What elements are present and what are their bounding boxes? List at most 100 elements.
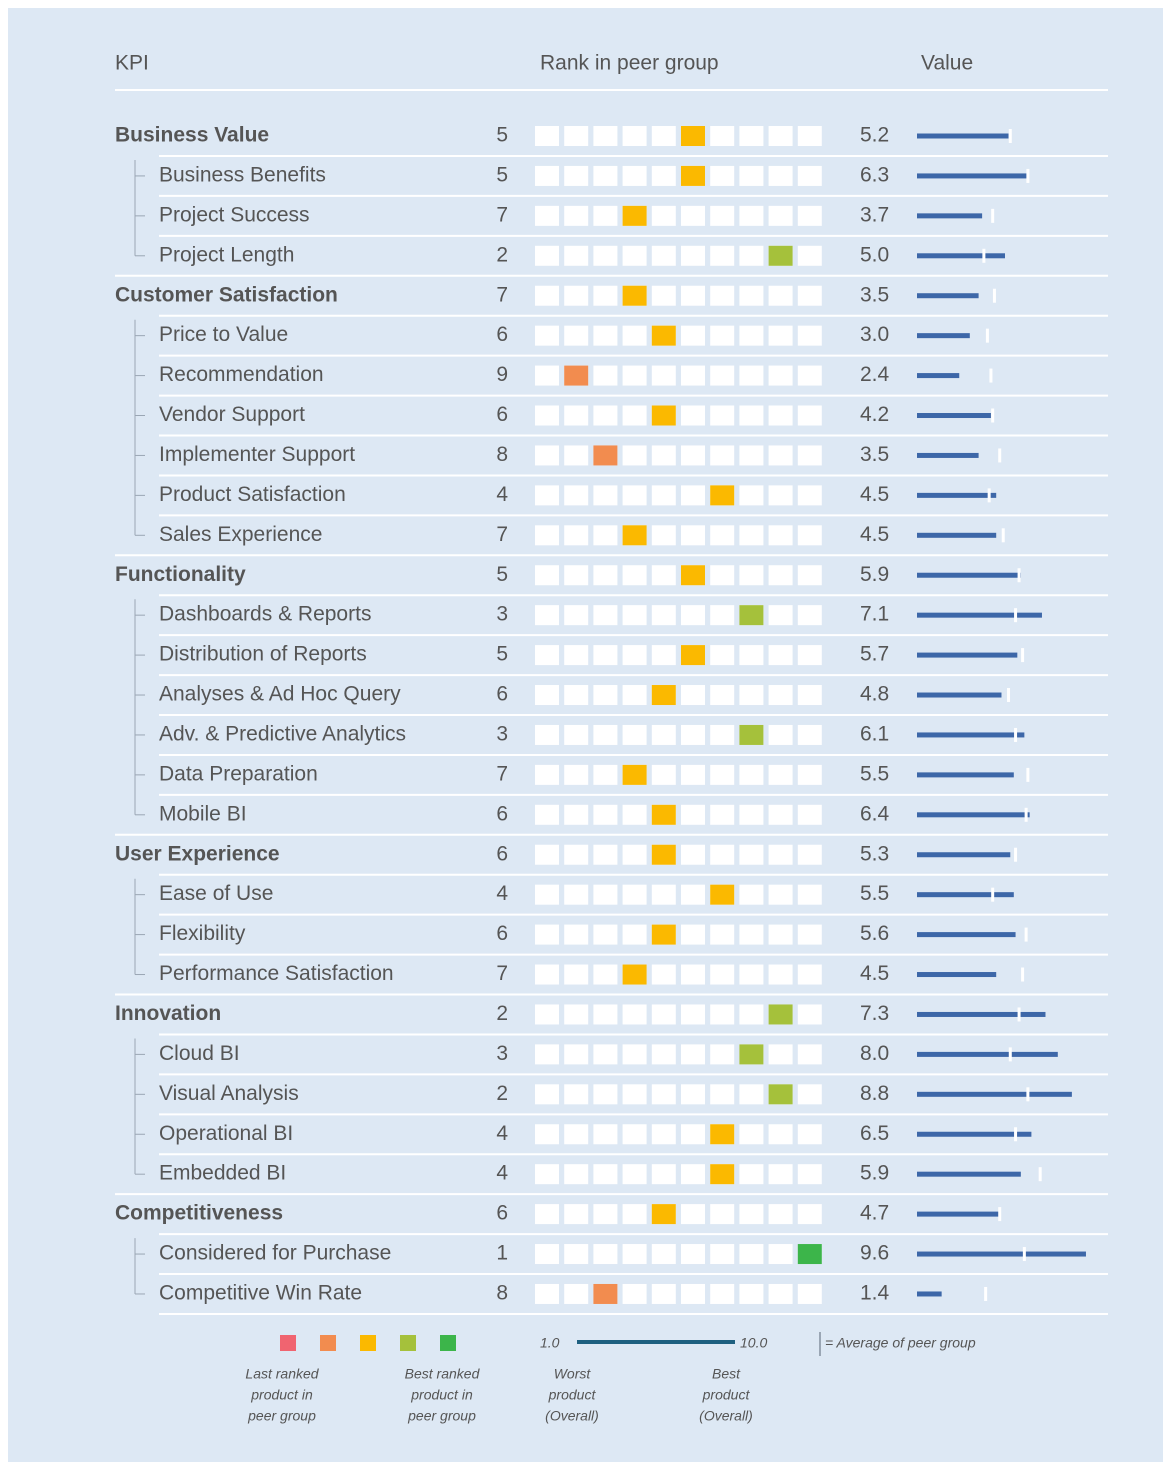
kpi-label: Adv. & Predictive Analytics <box>159 722 406 745</box>
value-bar <box>917 572 1021 578</box>
value-bar <box>917 253 1005 259</box>
rank-slot <box>797 1124 822 1145</box>
rank-slot <box>681 1004 705 1025</box>
rank-slot <box>739 445 764 466</box>
rank-slot <box>797 1164 822 1185</box>
legend-caption: (Overall) <box>545 1408 599 1424</box>
rank-slot <box>710 1204 735 1225</box>
rank-slot <box>564 126 589 146</box>
rank-slot <box>681 205 705 226</box>
value-bar <box>917 972 997 978</box>
rank-slot <box>564 485 589 506</box>
rank-mark <box>622 285 647 306</box>
legend-caption: (Overall) <box>699 1408 753 1424</box>
rank-slot <box>651 724 676 745</box>
value-label: 9.6 <box>860 1242 889 1265</box>
rank-slot <box>535 205 559 226</box>
rank-slot <box>593 884 618 905</box>
value-bar <box>917 732 1025 738</box>
rank-slot <box>768 1124 793 1145</box>
kpi-label: Price to Value <box>159 323 288 346</box>
rank-mark <box>593 445 618 466</box>
rank-slot <box>710 565 735 586</box>
rank-slot <box>797 844 822 865</box>
rank-mark <box>681 645 705 666</box>
rank-slot <box>739 1204 764 1225</box>
rank-number: 9 <box>496 363 508 386</box>
rank-slot <box>651 1164 676 1185</box>
rank-slot <box>593 365 618 386</box>
rank-slot <box>768 724 793 745</box>
rank-number: 5 <box>496 163 508 186</box>
rank-slot <box>797 884 822 905</box>
rank-slot <box>739 1164 764 1185</box>
rank-slot <box>535 884 559 905</box>
rank-slot <box>710 1044 735 1065</box>
rank-slot <box>797 1004 822 1025</box>
rank-slot <box>768 525 793 546</box>
rank-slot <box>593 924 618 945</box>
value-label: 6.1 <box>860 722 889 745</box>
rank-slot <box>739 365 764 386</box>
peer-average <box>1001 528 1005 543</box>
value-bar <box>917 1211 1000 1217</box>
legend-caption: product in <box>410 1387 473 1403</box>
peer-average <box>989 368 993 383</box>
rank-slot <box>739 924 764 945</box>
rank-slot <box>651 1044 676 1065</box>
rank-slot <box>797 365 822 386</box>
peer-average <box>1026 767 1030 782</box>
rank-slot <box>622 126 647 146</box>
avg-caption: = Average of peer group <box>825 1335 976 1351</box>
rank-slot <box>593 1084 618 1105</box>
value-label: 5.2 <box>860 124 889 147</box>
rank-number: 3 <box>496 722 508 745</box>
rank-slot <box>739 764 764 785</box>
kpi-label: Data Preparation <box>159 762 318 785</box>
rank-mark <box>768 245 793 266</box>
rank-slot <box>739 405 764 426</box>
rank-slot <box>622 605 647 626</box>
rank-mark <box>593 1283 618 1304</box>
rank-slot <box>681 285 705 306</box>
rank-slot <box>681 1244 705 1265</box>
rank-slot <box>797 1204 822 1225</box>
rank-mark <box>622 525 647 546</box>
value-label: 4.7 <box>860 1202 889 1225</box>
value-bar <box>917 133 1009 139</box>
rank-slot <box>710 724 735 745</box>
value-bar <box>917 373 960 379</box>
rank-slot <box>681 1124 705 1145</box>
rank-slot <box>535 1244 559 1265</box>
rank-number: 4 <box>496 1162 508 1185</box>
rank-slot <box>622 1044 647 1065</box>
rank-slot <box>593 964 618 985</box>
kpi-header: KPI <box>115 52 149 75</box>
rank-slot <box>593 804 618 825</box>
rank-slot <box>564 405 589 426</box>
rank-slot <box>797 285 822 306</box>
rank-slot <box>739 325 764 346</box>
rank-mark <box>710 485 735 506</box>
rank-slot <box>739 126 764 146</box>
rank-number: 7 <box>496 962 508 985</box>
rank-slot <box>651 1084 676 1105</box>
rank-slot <box>768 325 793 346</box>
rank-slot <box>622 1244 647 1265</box>
rank-mark <box>681 565 705 586</box>
rank-slot <box>651 165 676 186</box>
rank-slot <box>564 1283 589 1304</box>
rank-slot <box>797 724 822 745</box>
rank-slot <box>797 764 822 785</box>
peer-average <box>985 328 989 343</box>
rank-number: 1 <box>496 1242 508 1265</box>
rank-number: 4 <box>496 882 508 905</box>
rank-slot <box>710 924 735 945</box>
rank-mark <box>651 1204 676 1225</box>
rank-number: 7 <box>496 762 508 785</box>
rank-slot <box>564 1244 589 1265</box>
rank-slot <box>651 884 676 905</box>
rank-slot <box>768 165 793 186</box>
rank-slot <box>564 1124 589 1145</box>
